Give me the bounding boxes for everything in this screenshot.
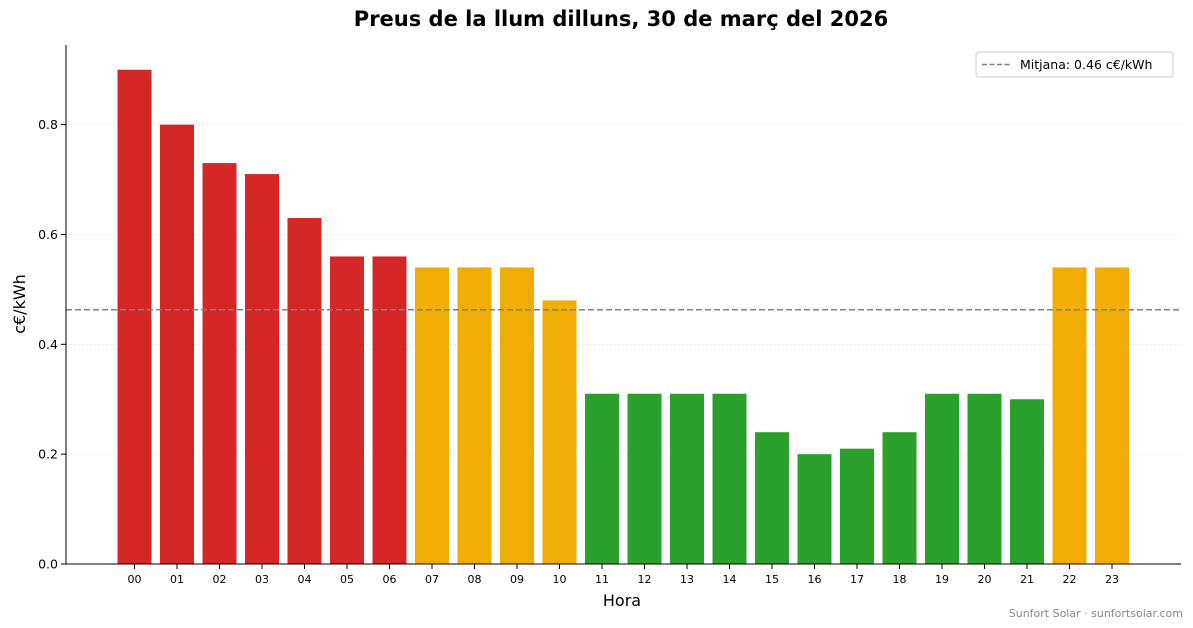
bar-00 — [117, 69, 152, 564]
legend-box — [975, 51, 1174, 78]
x-tick-label: 17 — [850, 573, 864, 586]
x-tick-label: 07 — [425, 573, 439, 586]
bar-23 — [1095, 267, 1129, 564]
bar-16 — [797, 454, 832, 564]
bar-11 — [585, 393, 619, 564]
x-tick-label: 01 — [170, 573, 184, 586]
x-tick-label: 03 — [255, 573, 269, 586]
bar-09 — [500, 267, 534, 564]
y-tick-label: 0.6 — [38, 227, 58, 242]
y-tick-label: 0.8 — [38, 117, 58, 132]
y-tick-label: 0.2 — [38, 447, 58, 462]
x-ticks: 00 01 02 03 04 05 06 07 08 09 10 11 12 13 14 15 16 17 18 19… — [128, 564, 1119, 586]
y-tick-label: 0.0 — [38, 557, 58, 572]
bar-08 — [457, 267, 492, 564]
bar-21 — [1010, 399, 1044, 564]
x-tick-label: 16 — [808, 573, 822, 586]
bar-07 — [415, 267, 449, 564]
legend-label: Mitjana: 0.46 c€/kWh — [1020, 57, 1152, 72]
x-tick-label: 20 — [978, 573, 992, 586]
footer-credit: Sunfort Solar · sunfortsolar.com — [1009, 607, 1183, 620]
x-tick-label: 06 — [383, 573, 397, 586]
bar-18 — [882, 432, 917, 564]
legend: Mitjana: 0.46 c€/kWh — [975, 51, 1174, 78]
x-axis-label: Hora — [603, 591, 641, 610]
x-tick-label: 14 — [723, 573, 737, 586]
bar-06 — [372, 256, 407, 564]
x-tick-label: 15 — [765, 573, 779, 586]
x-tick-label: 22 — [1063, 573, 1077, 586]
x-tick-label: 18 — [893, 573, 907, 586]
x-tick-label: 09 — [510, 573, 524, 586]
bar-10 — [542, 300, 577, 564]
x-tick-label: 02 — [213, 573, 227, 586]
bar-03 — [245, 174, 279, 565]
x-tick-label: 05 — [340, 573, 354, 586]
bars — [117, 69, 1129, 565]
y-ticks: 0.0 0.2 0.4 0.6 0.8 — [38, 117, 66, 572]
x-tick-label: 08 — [468, 573, 482, 586]
bar-05 — [330, 256, 364, 564]
x-tick-label: 11 — [595, 573, 609, 586]
bar-17 — [840, 448, 874, 564]
bar-14 — [712, 393, 747, 564]
bar-02 — [202, 163, 237, 565]
x-tick-label: 12 — [638, 573, 652, 586]
bar-01 — [160, 124, 194, 564]
x-tick-label: 21 — [1020, 573, 1034, 586]
bar-20 — [967, 393, 1002, 564]
x-tick-label: 04 — [298, 573, 312, 586]
x-tick-label: 23 — [1105, 573, 1119, 586]
bar-19 — [925, 393, 959, 564]
bar-15 — [755, 432, 789, 564]
x-tick-label: 00 — [128, 573, 142, 586]
bar-22 — [1052, 267, 1087, 564]
bar-04 — [287, 218, 322, 564]
bar-12 — [627, 393, 662, 564]
x-tick-label: 19 — [935, 573, 949, 586]
y-axis-label: c€/kWh — [10, 274, 29, 334]
y-tick-label: 0.4 — [38, 337, 58, 352]
chart-title: Preus de la llum dilluns, 30 de març del… — [354, 7, 888, 31]
x-tick-label: 13 — [680, 573, 694, 586]
bar-13 — [670, 393, 704, 564]
x-tick-label: 10 — [553, 573, 567, 586]
